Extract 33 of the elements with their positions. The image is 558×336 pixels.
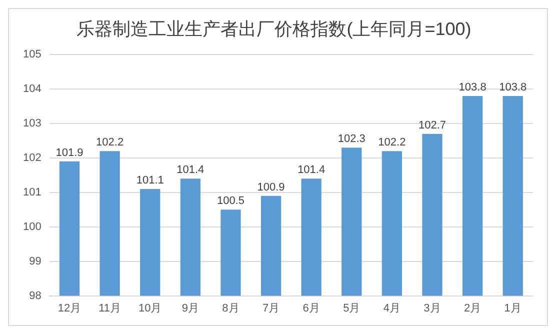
data-label: 102.2 [96,136,124,149]
data-label: 103.8 [458,81,486,94]
x-tick-label: 12月 [58,302,82,314]
x-tick-label: 4月 [383,302,400,314]
x-tick-label: 2月 [464,302,482,314]
data-label: 102.2 [378,136,406,149]
x-tick-label: 10月 [138,302,162,314]
x-tick-label: 1月 [504,302,522,314]
y-tick-label: 104 [22,83,42,96]
x-tick-label: 3月 [424,302,441,314]
x-tick-label: 11月 [98,302,122,314]
y-tick-label: 102 [22,152,42,164]
y-tick-label: 103 [22,118,42,130]
chart-title: 乐器制造工业生产者出厂价格指数(上年同月=100) [76,18,472,39]
y-tick-label: 99 [29,255,42,268]
x-tick-label: 6月 [302,302,320,314]
x-tick-label: 5月 [343,302,360,314]
y-tick-label: 105 [22,48,42,61]
y-tick-label: 100 [22,220,42,233]
data-label: 100.9 [257,181,285,194]
data-label: 102.3 [338,133,366,146]
y-tick-label: 101 [22,186,42,198]
x-tick-label: 7月 [262,302,280,314]
data-label: 101.4 [298,164,326,176]
data-label: 100.5 [216,195,244,208]
data-label: 103.8 [499,81,527,94]
y-tick-label: 98 [29,290,42,302]
data-label: 102.7 [418,119,446,132]
data-label: 101.4 [176,164,204,176]
x-tick-label: 9月 [182,302,199,314]
data-label: 101.1 [136,174,164,187]
x-tick-label: 8月 [222,302,240,314]
data-label: 101.9 [56,146,84,159]
